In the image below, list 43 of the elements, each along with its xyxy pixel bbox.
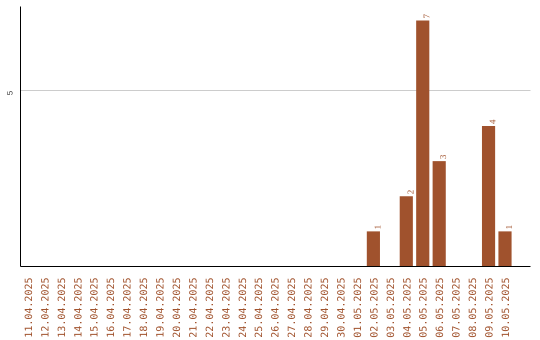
bar: [498, 231, 512, 266]
x-tick-label: 29.04.2025: [320, 277, 332, 338]
data-label: 7: [422, 14, 432, 19]
bar: [432, 161, 446, 266]
data-label: 2: [405, 190, 416, 194]
x-tick-label: 24.04.2025: [238, 277, 249, 338]
x-tick-label: 09.05.2025: [484, 277, 496, 338]
x-tick-label: 08.05.2025: [468, 277, 480, 338]
x-tick-label: 06.05.2025: [435, 277, 446, 338]
x-tick-label: 25.04.2025: [254, 277, 266, 338]
x-tick-label: 12.04.2025: [40, 277, 52, 338]
data-label: 4: [488, 118, 498, 124]
x-tick-label: 20.04.2025: [172, 277, 183, 338]
data-label: 1: [372, 224, 382, 230]
x-tick-label: 17.04.2025: [122, 277, 134, 338]
x-tick-label: 16.04.2025: [106, 277, 118, 338]
bar: [482, 126, 496, 266]
x-tick-label: 01.05.2025: [352, 277, 364, 338]
x-tick-label: 23.04.2025: [221, 277, 232, 338]
x-tick-label: 02.05.2025: [369, 277, 380, 338]
x-tick-label: 07.05.2025: [452, 277, 463, 338]
bar: [400, 196, 413, 266]
x-tick-label: 04.05.2025: [402, 277, 414, 338]
x-tick-label: 22.04.2025: [204, 277, 216, 338]
data-label: 1: [504, 224, 514, 230]
x-tick-label: 05.05.2025: [418, 277, 430, 338]
x-tick-label: 26.04.2025: [270, 277, 282, 338]
x-tick-label: 15.04.2025: [90, 277, 101, 338]
x-tick-label: 27.04.2025: [287, 277, 298, 338]
x-tick-label: 14.04.2025: [73, 277, 84, 338]
x-tick-label: 21.04.2025: [188, 277, 200, 338]
bar: [366, 231, 380, 266]
bar: [416, 20, 430, 266]
x-tick-label: 10.05.2025: [501, 277, 512, 338]
x-tick-label: 03.05.2025: [386, 277, 397, 338]
data-label: 3: [438, 154, 448, 160]
x-tick-label: 11.04.2025: [24, 277, 35, 338]
x-tick-label: 28.04.2025: [304, 277, 315, 338]
x-tick-label: 13.04.2025: [56, 277, 68, 338]
x-tick-label: 30.04.2025: [336, 277, 348, 338]
y-tick-label: 5: [6, 90, 14, 96]
x-tick-label: 19.04.2025: [156, 277, 167, 338]
x-tick-label: 18.04.2025: [139, 277, 150, 338]
